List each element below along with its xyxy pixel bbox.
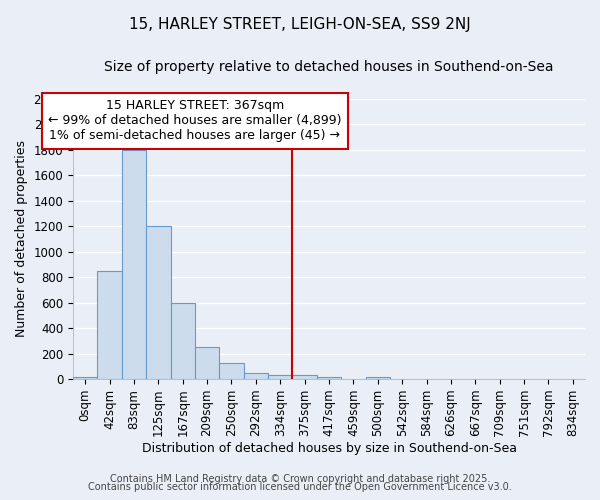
- Bar: [97, 271, 122, 379]
- Y-axis label: Number of detached properties: Number of detached properties: [15, 140, 28, 338]
- Text: Contains HM Land Registry data © Crown copyright and database right 2025.: Contains HM Land Registry data © Crown c…: [110, 474, 490, 484]
- Bar: [220, 362, 244, 379]
- Bar: [317, 376, 341, 379]
- Bar: [73, 376, 97, 379]
- Text: 15 HARLEY STREET: 367sqm
← 99% of detached houses are smaller (4,899)
1% of semi: 15 HARLEY STREET: 367sqm ← 99% of detach…: [48, 100, 341, 142]
- Bar: [268, 374, 292, 379]
- Bar: [170, 302, 195, 379]
- Bar: [122, 150, 146, 379]
- Text: 15, HARLEY STREET, LEIGH-ON-SEA, SS9 2NJ: 15, HARLEY STREET, LEIGH-ON-SEA, SS9 2NJ: [129, 18, 471, 32]
- Bar: [146, 226, 170, 379]
- Text: Contains public sector information licensed under the Open Government Licence v3: Contains public sector information licen…: [88, 482, 512, 492]
- X-axis label: Distribution of detached houses by size in Southend-on-Sea: Distribution of detached houses by size …: [142, 442, 517, 455]
- Bar: [195, 347, 220, 379]
- Bar: [365, 376, 390, 379]
- Bar: [244, 374, 268, 379]
- Bar: [292, 376, 317, 379]
- Title: Size of property relative to detached houses in Southend-on-Sea: Size of property relative to detached ho…: [104, 60, 554, 74]
